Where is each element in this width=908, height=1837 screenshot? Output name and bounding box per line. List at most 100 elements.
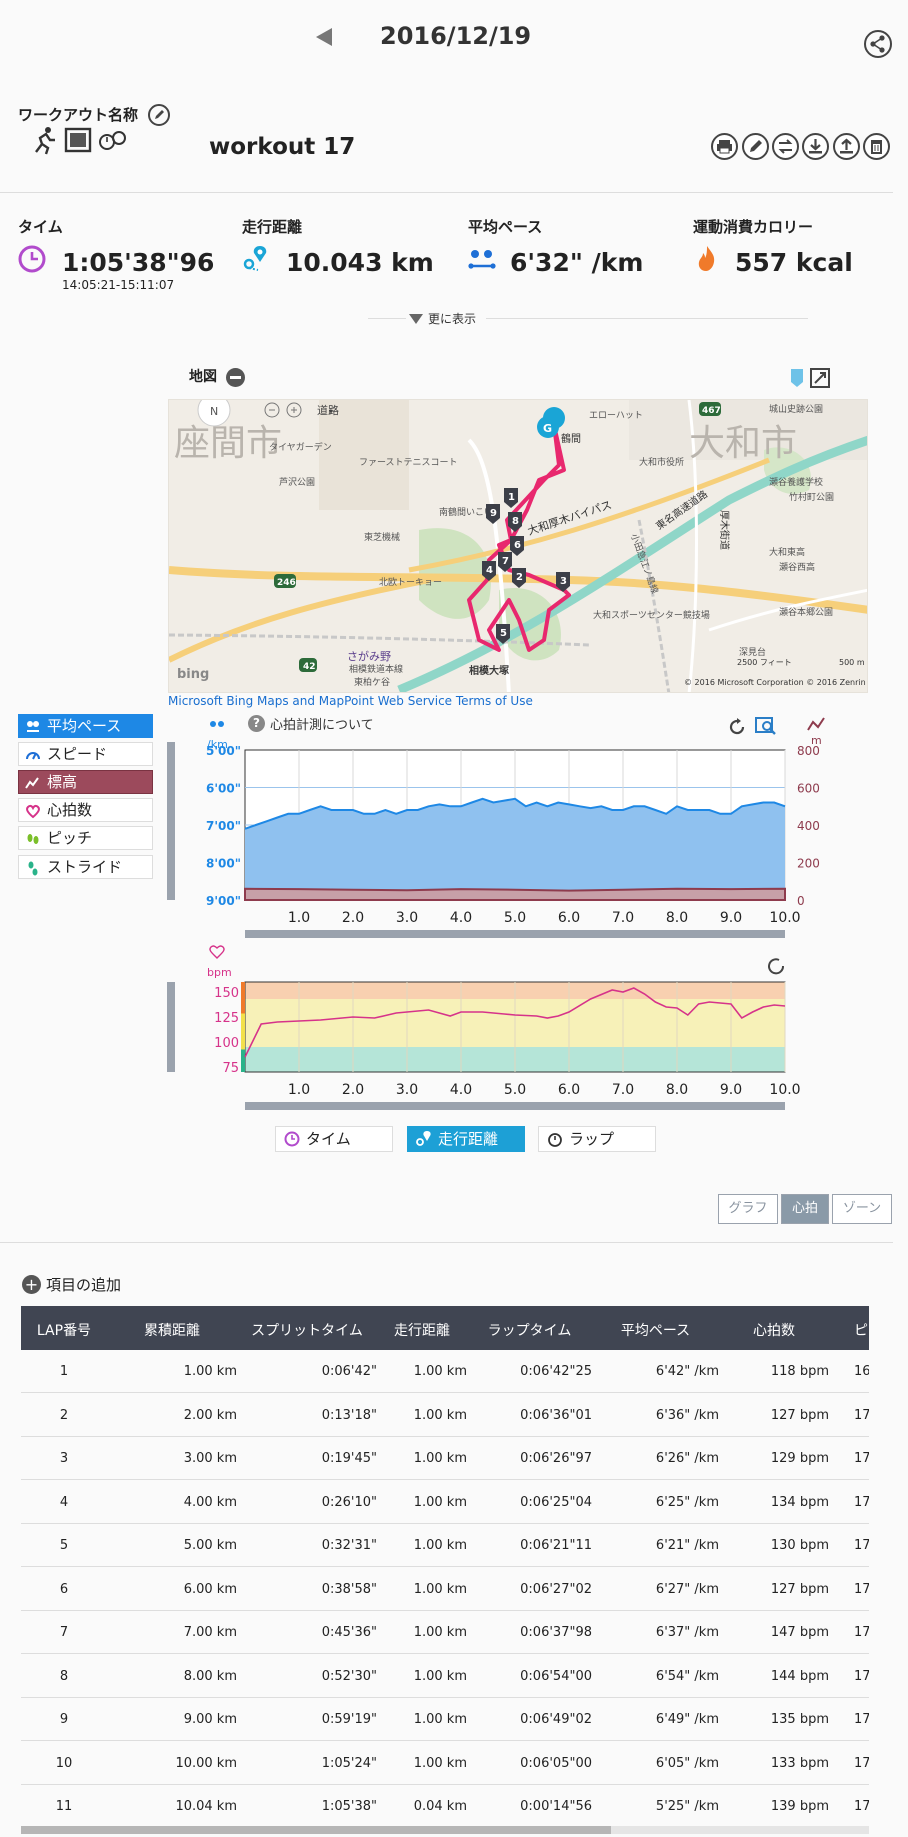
show-more-toggle[interactable]: 更に表示 xyxy=(368,310,808,328)
column-header[interactable]: 累積距離 xyxy=(144,1323,200,1339)
segment-heart-button[interactable]: 心拍 xyxy=(781,1194,829,1224)
upload-button[interactable] xyxy=(833,133,860,160)
y-tick-altitude: 200 xyxy=(797,857,820,871)
table-cell: 6.00 km xyxy=(183,1581,237,1597)
x-mode-button[interactable]: 走行距離 xyxy=(407,1126,525,1152)
map-place-label: 芦沢公園 xyxy=(279,476,315,488)
segment-graph-button[interactable]: グラフ xyxy=(718,1194,778,1224)
metric-label: 標高 xyxy=(47,773,78,791)
table-cell: 172 xyxy=(854,1407,869,1423)
route-map[interactable]: 座間市 大和市 ファーストテニスコート 芦沢公園 タイヤガーデン 南鶴間いこい … xyxy=(168,399,868,693)
marker-toggle-icon[interactable] xyxy=(790,368,803,387)
delete-button[interactable] xyxy=(863,133,890,160)
y-tick-pace: 9'00" xyxy=(206,894,241,908)
map-city-label: 座間市 xyxy=(174,423,282,464)
column-header[interactable]: 走行距離 xyxy=(394,1323,450,1339)
edit-name-icon[interactable] xyxy=(148,104,170,126)
edit-button[interactable] xyxy=(742,133,769,160)
table-cell: 0:06'42" xyxy=(321,1364,377,1379)
chart-scroll-handle[interactable] xyxy=(167,982,175,1072)
x-tick: 10.0 xyxy=(769,910,800,926)
metric-button[interactable]: 心拍数 xyxy=(18,798,153,822)
map-place-label: 大和東高 xyxy=(769,546,805,558)
column-header[interactable]: ピッチ xyxy=(854,1323,869,1339)
share-icon[interactable] xyxy=(864,30,892,58)
metric-button[interactable]: ストライド xyxy=(18,855,153,879)
table-cell: 0:06'37"98 xyxy=(520,1625,592,1640)
table-row: 2 2.00 km 0:13'18" 1.00 km 0:06'36"01 6'36" /… xyxy=(21,1393,869,1437)
stat-label: 平均ペース xyxy=(468,218,543,236)
table-row: 7 7.00 km 0:45'36" 1.00 km 0:06'37"98 6'37" /… xyxy=(21,1611,869,1654)
x-mode-button[interactable]: ラップ xyxy=(538,1126,656,1152)
plus-icon: + xyxy=(22,1275,41,1294)
zoom-select-icon[interactable] xyxy=(755,716,777,736)
x-tick: 9.0 xyxy=(720,1082,742,1098)
route-marker: 6 xyxy=(514,540,521,551)
map-place-label: 竹村町公園 xyxy=(789,491,834,503)
table-cell: 175 xyxy=(854,1538,869,1553)
download-button[interactable] xyxy=(802,133,829,160)
charts[interactable]: 5'00" 6'00" 7'00" 8'00" 9'00" 800 600 400 200 0 1.… xyxy=(0,0,908,1110)
table-cell: 1.00 km xyxy=(413,1668,467,1684)
metric-button[interactable]: 標高 xyxy=(18,770,153,794)
metric-button[interactable]: スピード xyxy=(18,742,153,766)
x-tick: 7.0 xyxy=(612,910,634,926)
table-cell: 174 xyxy=(854,1581,869,1597)
table-cell: 0:19'45" xyxy=(321,1451,377,1466)
hr-about-link[interactable]: 心拍計測について xyxy=(270,718,374,733)
pace-icon xyxy=(210,721,216,727)
table-cell: 1.00 km xyxy=(413,1581,467,1597)
altitude-area xyxy=(244,887,786,901)
chart-scroll-handle[interactable] xyxy=(167,742,175,900)
column-header[interactable]: 心拍数 xyxy=(753,1323,795,1339)
table-row: 3 3.00 km 0:19'45" 1.00 km 0:06'26"97 6'26" /… xyxy=(21,1437,869,1480)
pace-icon xyxy=(27,721,39,732)
table-cell: 172 xyxy=(854,1668,869,1684)
metric-button[interactable]: 平均ペース xyxy=(18,714,153,738)
table-row: 6 6.00 km 0:38'58" 1.00 km 0:06'27"02 6'27" /… xyxy=(21,1567,869,1611)
stat-value: 10.043 km xyxy=(286,248,434,277)
table-cell: 6'36" /km xyxy=(655,1407,719,1423)
table-cell: 0:06'26"97 xyxy=(520,1451,592,1466)
workout-name-label: ワークアウト名称 xyxy=(18,106,139,124)
map-place-label: エローハット xyxy=(589,411,643,421)
table-cell: 0.04 km xyxy=(413,1799,467,1814)
x-tick: 5.0 xyxy=(504,1082,526,1098)
print-button[interactable] xyxy=(711,133,738,160)
metric-label: 平均ペース xyxy=(47,717,122,735)
y-tick-altitude: 800 xyxy=(797,744,820,758)
reset-icon xyxy=(768,958,785,975)
x-tick: 6.0 xyxy=(558,910,580,926)
help-icon[interactable]: ? xyxy=(248,715,265,732)
column-header[interactable]: ラップタイム xyxy=(487,1323,572,1339)
column-header[interactable]: スプリットタイム xyxy=(251,1323,363,1339)
fullscreen-icon[interactable] xyxy=(810,368,830,388)
table-cell: 1:05'38" xyxy=(321,1799,377,1814)
prev-day-icon[interactable] xyxy=(316,28,332,46)
table-cell: 1:05'24" xyxy=(321,1755,377,1771)
map-title: 地図 xyxy=(189,369,217,385)
route-shield: 246 xyxy=(277,578,296,588)
table-scrollbar[interactable] xyxy=(21,1826,869,1834)
table-row: 8 8.00 km 0:52'30" 1.00 km 0:06'54"00 6'54" /… xyxy=(21,1654,869,1698)
table-cell: 0:06'21"11 xyxy=(520,1538,592,1553)
collapse-map-icon[interactable] xyxy=(226,368,245,387)
distance-pin-icon xyxy=(242,244,272,274)
stride-icon xyxy=(28,861,38,876)
route-marker: 7 xyxy=(502,556,509,567)
table-cell: 134 bpm xyxy=(770,1494,829,1510)
add-item-button[interactable]: + 項目の追加 xyxy=(22,1274,121,1295)
swap-button[interactable] xyxy=(772,133,799,160)
column-header[interactable]: LAP番号 xyxy=(36,1323,92,1339)
x-tick: 8.0 xyxy=(666,910,688,926)
x-mode-button[interactable]: タイム xyxy=(275,1126,393,1152)
map-credit-link[interactable]: Microsoft Bing Maps and MapPoint Web Ser… xyxy=(168,694,533,708)
table-cell: 0:00'14"56 xyxy=(520,1799,592,1814)
metric-button[interactable]: ピッチ xyxy=(18,826,153,850)
segment-zone-button[interactable]: ゾーン xyxy=(832,1194,892,1224)
map-copyright: © 2016 Microsoft Corporation © 2016 Zenr… xyxy=(684,678,866,687)
table-cell: 9 xyxy=(59,1712,69,1727)
column-header[interactable]: 平均ペース xyxy=(620,1323,691,1339)
reset-zoom-icon[interactable] xyxy=(727,717,747,737)
hr-zone-bar xyxy=(241,1049,245,1072)
